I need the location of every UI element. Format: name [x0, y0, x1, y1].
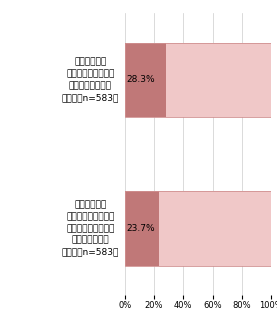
Text: シェアリング
エコノミーによって
失業を回避できた
提供者（n=583）: シェアリング エコノミーによって 失業を回避できた 提供者（n=583）	[62, 57, 119, 102]
Bar	[166, 43, 271, 117]
Bar	[125, 43, 166, 117]
Bar	[125, 191, 160, 265]
Bar	[160, 191, 271, 265]
Text: 28.3%: 28.3%	[127, 75, 155, 84]
Text: 23.7%: 23.7%	[127, 224, 155, 233]
Text: シェアリング
エコノミーによって
働きがいを感じられ
るようになった
提供者（n=583）: シェアリング エコノミーによって 働きがいを感じられ るようになった 提供者（n…	[62, 200, 119, 256]
